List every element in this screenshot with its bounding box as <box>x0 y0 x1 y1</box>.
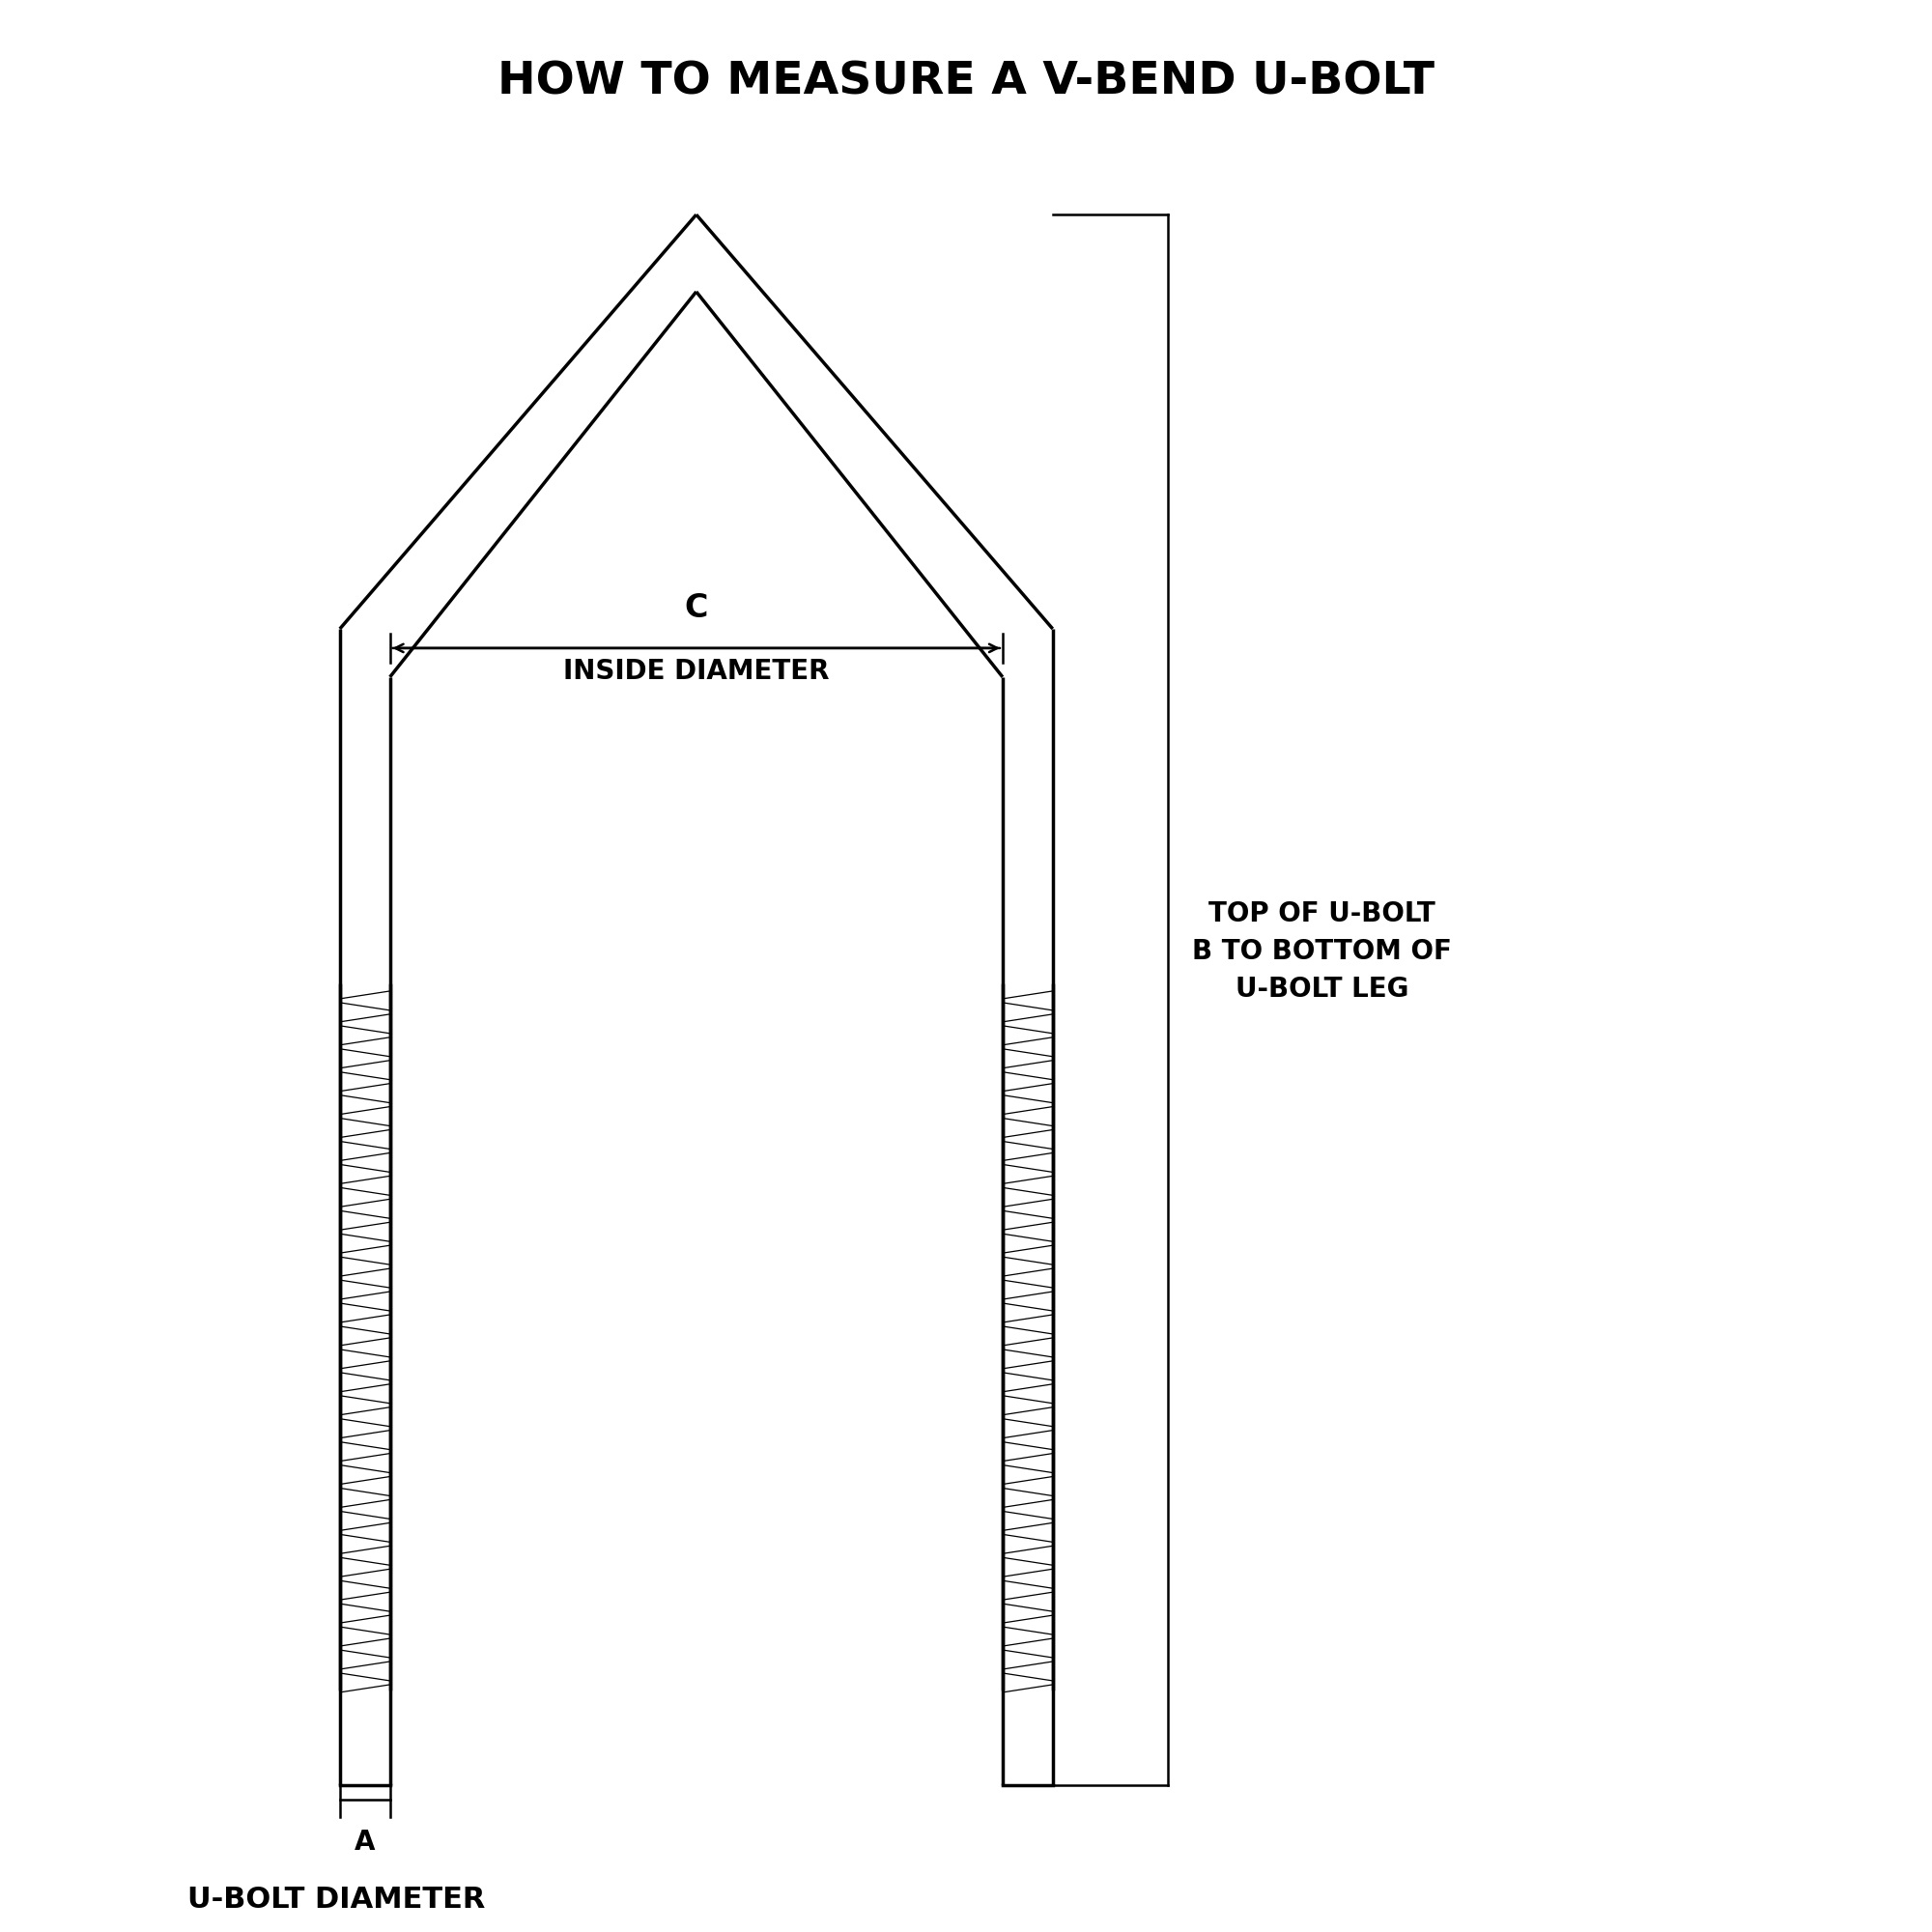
Text: A: A <box>354 1828 375 1855</box>
Text: U-BOLT DIAMETER: U-BOLT DIAMETER <box>187 1886 485 1915</box>
Text: TOP OF U-BOLT
B TO BOTTOM OF
U-BOLT LEG: TOP OF U-BOLT B TO BOTTOM OF U-BOLT LEG <box>1192 900 1453 1003</box>
Text: INSIDE DIAMETER: INSIDE DIAMETER <box>564 657 829 684</box>
Text: C: C <box>684 591 709 624</box>
Text: HOW TO MEASURE A V-BEND U-BOLT: HOW TO MEASURE A V-BEND U-BOLT <box>498 60 1434 104</box>
